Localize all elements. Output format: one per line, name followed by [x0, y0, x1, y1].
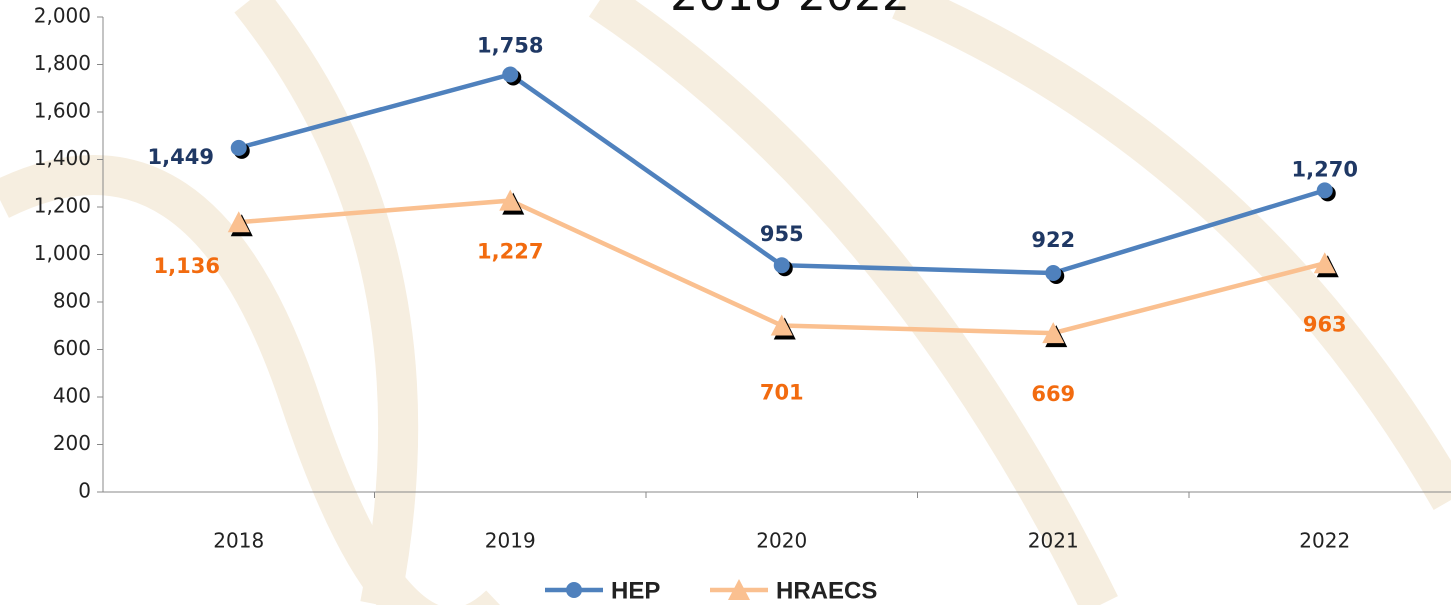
- point: [1042, 322, 1065, 344]
- y-tick-label: 1,000: [34, 241, 91, 265]
- y-tick-label: 1,400: [34, 146, 91, 170]
- legend-marker: [566, 582, 582, 598]
- data-label: 669: [1031, 382, 1075, 406]
- y-tick-label: 400: [53, 384, 91, 408]
- x-tick-label: 2021: [1028, 529, 1079, 553]
- point: [773, 257, 790, 274]
- point: [1313, 252, 1336, 274]
- point: [502, 66, 519, 83]
- y-tick-label: 1,600: [34, 99, 91, 123]
- point: [227, 211, 250, 233]
- point: [770, 314, 793, 336]
- point: [499, 189, 522, 211]
- data-label: 1,227: [477, 240, 543, 264]
- x-tick-label: 2018: [213, 529, 264, 553]
- point: [230, 139, 247, 156]
- data-label: 1,136: [154, 254, 220, 278]
- data-label: 1,758: [477, 33, 543, 57]
- data-label: 963: [1303, 312, 1347, 336]
- y-tick-label: 0: [78, 479, 91, 503]
- x-tick-label: 2022: [1299, 529, 1350, 553]
- legend-marker: [728, 579, 750, 600]
- point: [1316, 182, 1333, 199]
- y-tick-label: 1,200: [34, 194, 91, 218]
- x-tick-label: 2020: [756, 529, 807, 553]
- y-tick-label: 1,800: [34, 51, 91, 75]
- data-label: 922: [1031, 228, 1075, 252]
- legend-label: HEP: [611, 577, 660, 604]
- y-tick-label: 600: [53, 336, 91, 360]
- chart-title: 2018-2022: [670, 0, 910, 21]
- x-tick-label: 2019: [485, 529, 536, 553]
- legend-label: HRAECS: [776, 577, 877, 604]
- data-label: 701: [760, 381, 804, 405]
- data-label: 1,449: [148, 145, 214, 169]
- y-tick-label: 2,000: [34, 4, 91, 28]
- y-tick-label: 200: [53, 431, 91, 455]
- data-label: 955: [760, 222, 804, 246]
- point: [1045, 265, 1062, 282]
- y-tick-label: 800: [53, 289, 91, 313]
- data-label: 1,270: [1292, 157, 1358, 181]
